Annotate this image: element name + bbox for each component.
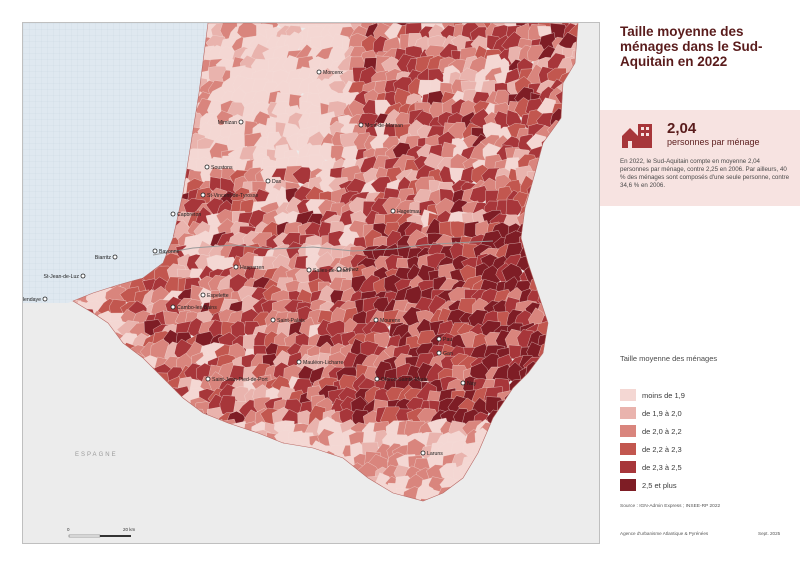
city-label: Orthez xyxy=(343,267,359,273)
city-label: Hasparren xyxy=(240,265,264,271)
legend-label: de 2,3 à 2,5 xyxy=(642,462,682,472)
legend-item: de 2,0 à 2,2 xyxy=(620,425,682,437)
city-marker xyxy=(112,254,118,260)
city-label: Oloron-Sainte-Marie xyxy=(381,377,428,383)
city-marker xyxy=(436,350,442,356)
legend-label: moins de 1,9 xyxy=(642,390,685,400)
city-marker xyxy=(233,264,239,270)
scale-end: 20 km xyxy=(123,527,136,532)
map-title: Taille moyenne des ménages dans le Sud-A… xyxy=(620,24,763,69)
city-label: Dax xyxy=(272,179,282,185)
kpi-description: En 2022, le Sud-Aquitain compte en moyen… xyxy=(620,158,790,189)
city-marker xyxy=(336,266,342,272)
choropleth-map: Morcenx Mimizan Mont-de-Marsan Soustons Dax S… xyxy=(23,23,599,543)
city-label: Laruns xyxy=(427,451,443,457)
city-label: Biarritz xyxy=(95,255,112,261)
city-marker xyxy=(270,317,276,323)
city-label: Capbreton xyxy=(177,212,201,218)
city-marker xyxy=(170,211,176,217)
legend-label: de 2,2 à 2,3 xyxy=(642,444,682,454)
legend-label: de 1,9 à 2,0 xyxy=(642,408,682,418)
city-label: Cambo-les-Bains xyxy=(177,305,217,311)
city-marker xyxy=(238,119,244,125)
city-label: Pau xyxy=(443,337,452,343)
city-marker xyxy=(200,292,206,298)
city-marker xyxy=(42,296,48,302)
city-marker xyxy=(358,122,364,128)
city-marker xyxy=(460,380,466,386)
city-label: Saint-Palais xyxy=(277,318,305,324)
city-marker xyxy=(80,273,86,279)
legend-swatch xyxy=(620,407,636,419)
legend-item: 2,5 et plus xyxy=(620,479,677,491)
legend-swatch xyxy=(620,443,636,455)
kpi-box: 2,04 personnes par ménage En 2022, le Su… xyxy=(600,110,800,206)
city-marker xyxy=(390,208,396,214)
legend-item: de 2,3 à 2,5 xyxy=(620,461,682,473)
legend-item: de 2,2 à 2,3 xyxy=(620,443,682,455)
publication-date: Sept. 2025 xyxy=(758,531,781,536)
city-label: Saint-Jean-Pied-de-Port xyxy=(212,377,268,383)
legend-label: de 2,0 à 2,2 xyxy=(642,426,682,436)
legend-item: de 1,9 à 2,0 xyxy=(620,407,682,419)
agency-credit: Agence d'urbanisme Atlantique & Pyrénées xyxy=(620,531,709,536)
city-label: Mourenx xyxy=(380,318,401,324)
city-marker xyxy=(420,450,426,456)
legend-swatch xyxy=(620,479,636,491)
legend-title: Taille moyenne des ménages xyxy=(620,354,718,363)
house-building-icon xyxy=(622,124,652,148)
legend-swatch xyxy=(620,461,636,473)
sea-area xyxy=(23,23,208,303)
city-label: Mont-de-Marsan xyxy=(365,123,403,129)
city-label: Mauléon-Licharre xyxy=(303,360,343,366)
kpi-unit: personnes par ménage xyxy=(667,137,760,147)
legend-swatch xyxy=(620,425,636,437)
city-label: Morcenx xyxy=(323,70,343,76)
legend-swatch xyxy=(620,389,636,401)
city-marker xyxy=(205,376,211,382)
city-label: Bayonne xyxy=(159,249,180,255)
legend-label: 2,5 et plus xyxy=(642,480,677,490)
city-marker xyxy=(374,376,380,382)
city-marker xyxy=(316,69,322,75)
city-marker xyxy=(265,178,271,184)
city-label: St-Jean-de-Luz xyxy=(44,274,80,280)
city-marker xyxy=(306,267,312,273)
city-label: Mimizan xyxy=(218,120,237,126)
country-label: ESPAGNE xyxy=(75,452,118,458)
city-marker xyxy=(373,317,379,323)
city-label: Gan xyxy=(443,351,453,357)
legend-item: moins de 1,9 xyxy=(620,389,685,401)
city-marker xyxy=(204,164,210,170)
city-label: Espelette xyxy=(207,293,229,299)
city-label: Hendaye xyxy=(23,297,41,303)
kpi-value: 2,04 xyxy=(667,120,697,137)
city-label: St-Vincent-de-Tyrosse xyxy=(207,193,258,199)
city-marker xyxy=(436,336,442,342)
city-label: Soustons xyxy=(211,165,233,171)
city-marker xyxy=(200,192,206,198)
map-frame: Morcenx Mimizan Mont-de-Marsan Soustons Dax S… xyxy=(22,22,600,544)
commune-polygon xyxy=(447,121,468,140)
city-marker xyxy=(296,359,302,365)
city-marker xyxy=(152,248,158,254)
city-marker xyxy=(170,304,176,310)
city-label: Hagetmau xyxy=(397,209,421,215)
sidebar: Taille moyenne des ménages dans le Sud-A… xyxy=(600,0,800,566)
city-label: Nay xyxy=(467,381,477,387)
source-note: Source : IGN-Admin Express ; INSEE-RP 20… xyxy=(620,504,721,509)
